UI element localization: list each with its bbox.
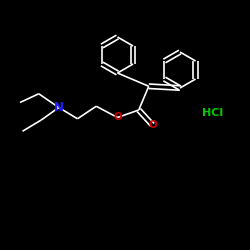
Text: N: N [54,101,64,114]
Text: O: O [113,112,122,122]
Text: O: O [148,120,157,130]
Text: HCl: HCl [202,108,223,118]
